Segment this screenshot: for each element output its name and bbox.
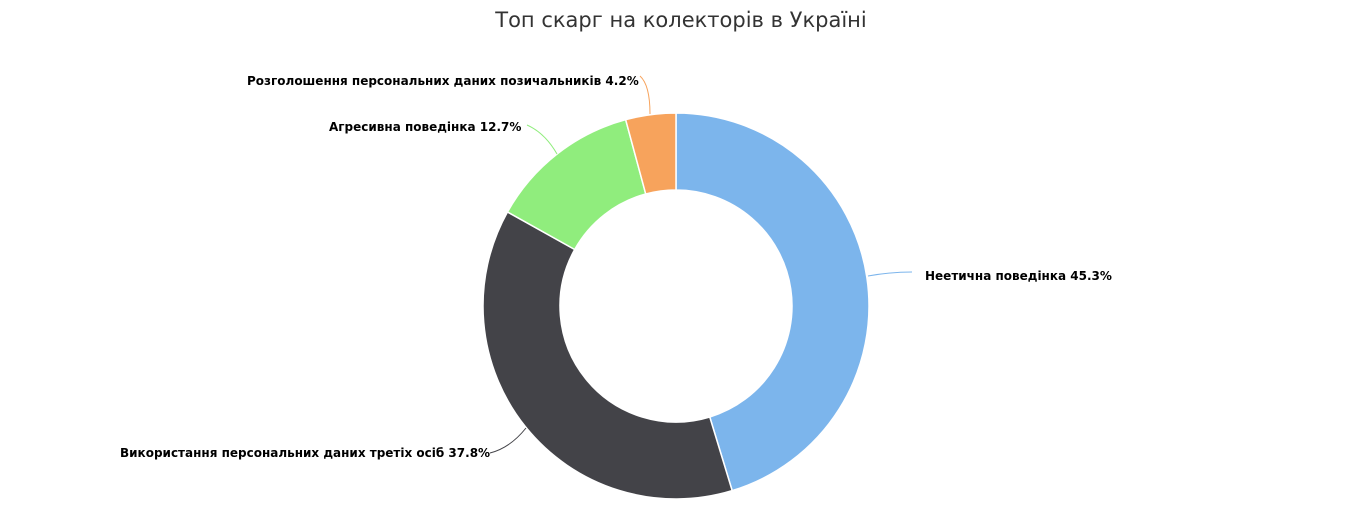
connector-line [489, 427, 527, 454]
slice-unethical[interactable] [675, 112, 870, 492]
slice-label-disclosure: Розголошення персональних даних позичаль… [247, 74, 639, 88]
slice-third-party-data[interactable] [482, 210, 734, 500]
connector-line [639, 75, 651, 115]
slice-label-third-party-data: Використання персональних даних третіх о… [120, 446, 491, 460]
chart-title: Топ скарг на колекторів в Україні [495, 8, 867, 32]
connector-line [526, 124, 558, 155]
slice-disclosure[interactable] [624, 112, 677, 195]
connector-line [867, 271, 913, 277]
slice-label-aggressive: Агресивна поведінка 12.7% [329, 120, 522, 134]
slice-label-unethical: Неетична поведінка 45.3% [925, 269, 1112, 283]
